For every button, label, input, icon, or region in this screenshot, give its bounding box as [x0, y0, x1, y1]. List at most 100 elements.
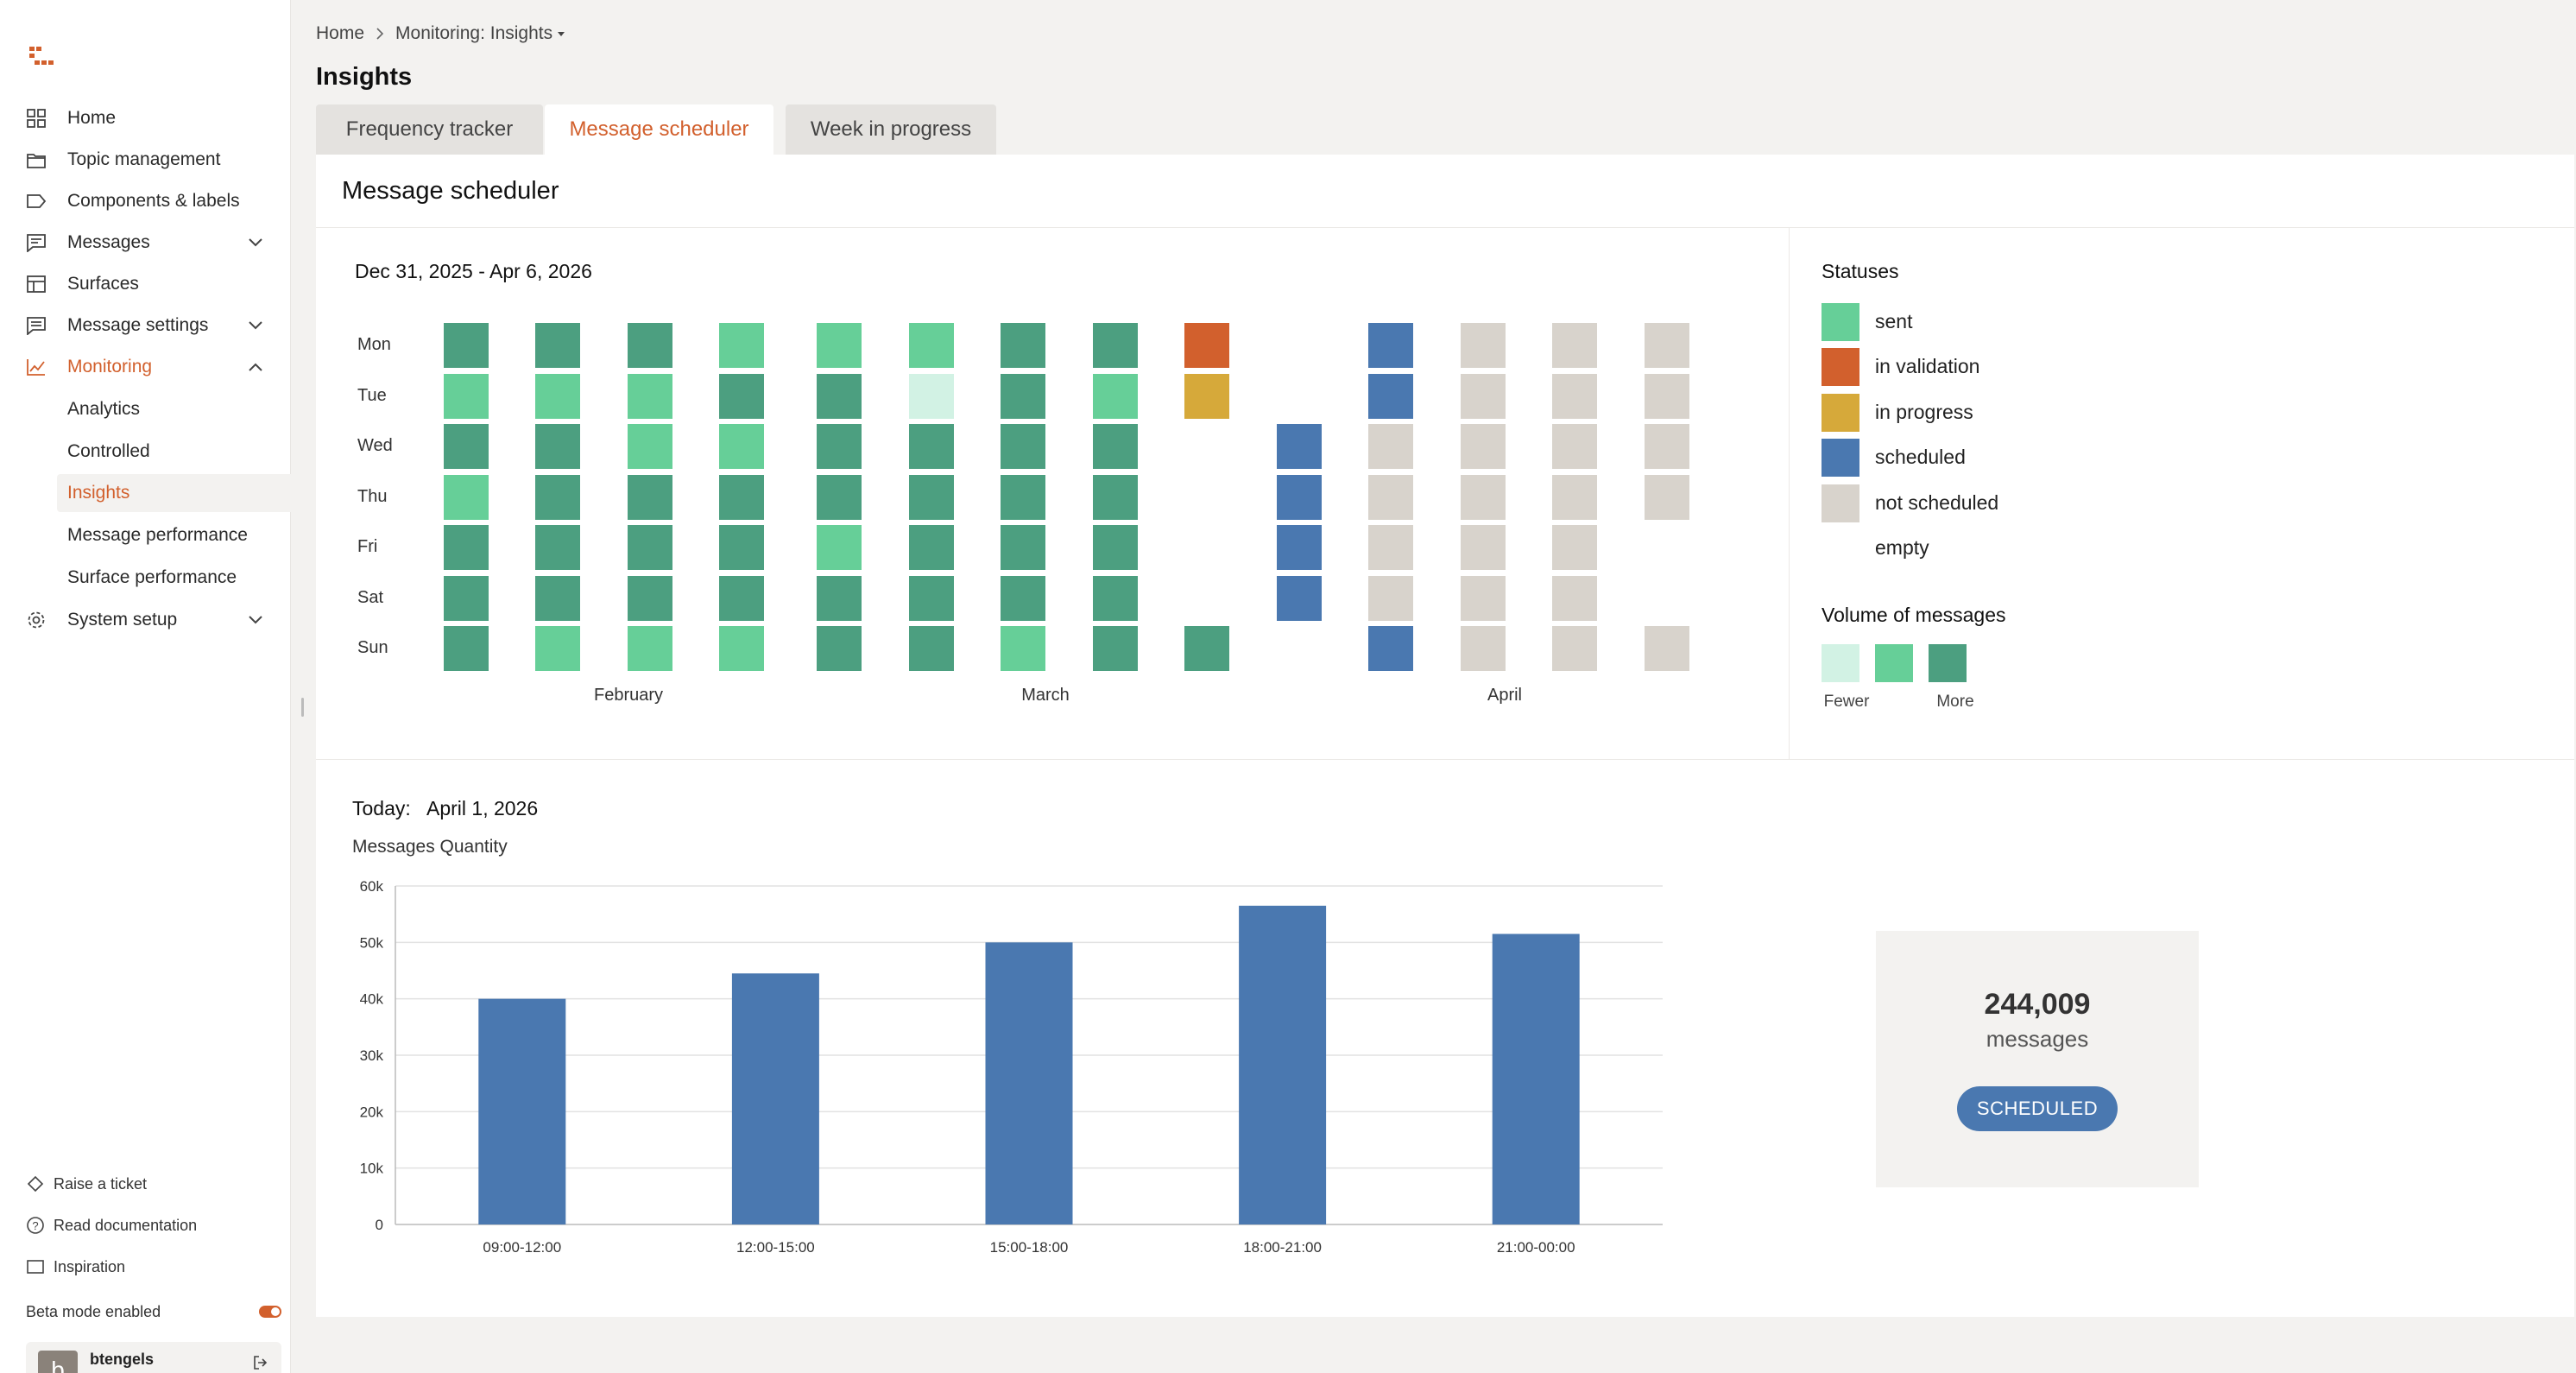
tab-message-scheduler[interactable]: Message scheduler [545, 104, 773, 155]
sidebar-subitem-message-performance[interactable]: Message performance [57, 516, 291, 554]
calendar-cell-more[interactable] [628, 525, 672, 570]
calendar-cell-more[interactable] [909, 626, 954, 671]
calendar-cell-more[interactable] [628, 323, 672, 368]
read-documentation-link[interactable]: ? Read documentation [26, 1212, 197, 1238]
calendar-cell-not-scheduled[interactable] [1461, 475, 1506, 520]
calendar-cell-more[interactable] [1093, 525, 1138, 570]
sidebar-item-topic-management[interactable]: Topic management [0, 141, 291, 179]
calendar-cell-sent[interactable] [909, 323, 954, 368]
breadcrumb-home[interactable]: Home [316, 23, 365, 43]
calendar-cell-not-scheduled[interactable] [1552, 576, 1597, 621]
calendar-cell-more[interactable] [817, 626, 862, 671]
sidebar-item-system-setup[interactable]: System setup [0, 601, 291, 639]
calendar-cell-scheduled[interactable] [1368, 374, 1413, 419]
tab-week-in-progress[interactable]: Week in progress [786, 104, 996, 155]
calendar-cell-more[interactable] [535, 576, 580, 621]
calendar-cell-sent[interactable] [817, 323, 862, 368]
calendar-cell-more[interactable] [1001, 475, 1045, 520]
sidebar-item-surfaces[interactable]: Surfaces [0, 265, 291, 303]
calendar-cell-sent[interactable] [535, 626, 580, 671]
sidebar-resize-handle[interactable] [301, 698, 304, 717]
calendar-cell-more[interactable] [535, 525, 580, 570]
calendar-cell-scheduled[interactable] [1368, 323, 1413, 368]
calendar-cell-more[interactable] [1093, 475, 1138, 520]
calendar-cell-more[interactable] [628, 475, 672, 520]
calendar-cell-more[interactable] [719, 525, 764, 570]
calendar-cell-more[interactable] [535, 424, 580, 469]
calendar-cell-not-scheduled[interactable] [1645, 475, 1689, 520]
calendar-cell-sent[interactable] [628, 626, 672, 671]
sidebar-item-monitoring[interactable]: Monitoring [0, 348, 291, 386]
sidebar-subitem-insights[interactable]: Insights [57, 474, 291, 512]
calendar-cell-more[interactable] [909, 424, 954, 469]
calendar-cell-not-scheduled[interactable] [1368, 525, 1413, 570]
calendar-cell-sent[interactable] [535, 374, 580, 419]
calendar-cell-more[interactable] [817, 424, 862, 469]
calendar-cell-more[interactable] [719, 576, 764, 621]
calendar-cell-sent[interactable] [628, 424, 672, 469]
calendar-cell-sent[interactable] [1001, 626, 1045, 671]
user-card[interactable]: b btengels [26, 1342, 281, 1373]
calendar-cell-more[interactable] [444, 576, 489, 621]
calendar-cell-sent[interactable] [628, 374, 672, 419]
calendar-cell-more[interactable] [444, 525, 489, 570]
calendar-cell-not-scheduled[interactable] [1552, 475, 1597, 520]
sidebar-item-message-settings[interactable]: Message settings [0, 307, 291, 345]
logout-icon[interactable] [252, 1354, 269, 1371]
calendar-cell-more[interactable] [444, 323, 489, 368]
calendar-cell-not-scheduled[interactable] [1461, 525, 1506, 570]
sidebar-item-messages[interactable]: Messages [0, 224, 291, 262]
calendar-cell-sent[interactable] [719, 626, 764, 671]
calendar-cell-not-scheduled[interactable] [1461, 424, 1506, 469]
calendar-cell-scheduled[interactable] [1277, 424, 1322, 469]
calendar-cell-more[interactable] [1001, 374, 1045, 419]
calendar-cell-sent[interactable] [1093, 374, 1138, 419]
sidebar-item-home[interactable]: Home [0, 99, 291, 137]
calendar-cell-more[interactable] [1001, 525, 1045, 570]
calendar-cell-more[interactable] [535, 475, 580, 520]
calendar-cell-more[interactable] [1093, 424, 1138, 469]
calendar-cell-more[interactable] [1093, 626, 1138, 671]
calendar-cell-sent[interactable] [444, 374, 489, 419]
calendar-cell-more[interactable] [1093, 576, 1138, 621]
calendar-cell-more[interactable] [1001, 424, 1045, 469]
calendar-cell-not-scheduled[interactable] [1552, 525, 1597, 570]
chevron-down-icon[interactable] [247, 318, 264, 333]
calendar-cell-more[interactable] [817, 374, 862, 419]
calendar-cell-sent[interactable] [817, 525, 862, 570]
sidebar-subitem-surface-performance[interactable]: Surface performance [57, 559, 291, 597]
calendar-cell-more[interactable] [719, 475, 764, 520]
calendar-cell-not-scheduled[interactable] [1552, 323, 1597, 368]
tab-frequency-tracker[interactable]: Frequency tracker [316, 104, 543, 155]
calendar-cell-more[interactable] [1093, 323, 1138, 368]
calendar-cell-sent[interactable] [719, 323, 764, 368]
calendar-cell-sent[interactable] [719, 424, 764, 469]
calendar-cell-sent[interactable] [444, 475, 489, 520]
sidebar-subitem-analytics[interactable]: Analytics [57, 390, 291, 428]
calendar-cell-more[interactable] [817, 576, 862, 621]
calendar-cell-more[interactable] [444, 626, 489, 671]
calendar-cell-more[interactable] [444, 424, 489, 469]
calendar-cell-more[interactable] [909, 525, 954, 570]
logo-icon[interactable] [26, 41, 55, 71]
calendar-cell-not-scheduled[interactable] [1461, 374, 1506, 419]
chevron-down-icon[interactable] [247, 612, 264, 628]
calendar-cell-more[interactable] [1001, 323, 1045, 368]
chevron-up-icon[interactable] [247, 359, 264, 375]
calendar-cell-not-scheduled[interactable] [1645, 323, 1689, 368]
calendar-cell-scheduled[interactable] [1277, 576, 1322, 621]
calendar-cell-more[interactable] [909, 475, 954, 520]
calendar-cell-more[interactable] [535, 323, 580, 368]
calendar-cell-scheduled[interactable] [1277, 475, 1322, 520]
calendar-cell-more[interactable] [817, 475, 862, 520]
calendar-cell-more[interactable] [628, 576, 672, 621]
calendar-cell-not-scheduled[interactable] [1645, 424, 1689, 469]
calendar-cell-not-scheduled[interactable] [1368, 424, 1413, 469]
calendar-cell-not-scheduled[interactable] [1552, 374, 1597, 419]
calendar-cell-not-scheduled[interactable] [1461, 323, 1506, 368]
calendar-cell-not-scheduled[interactable] [1552, 626, 1597, 671]
calendar-cell-fewer[interactable] [909, 374, 954, 419]
calendar-cell-in-progress[interactable] [1184, 374, 1229, 419]
calendar-cell-in-validation[interactable] [1184, 323, 1229, 368]
calendar-cell-not-scheduled[interactable] [1552, 424, 1597, 469]
